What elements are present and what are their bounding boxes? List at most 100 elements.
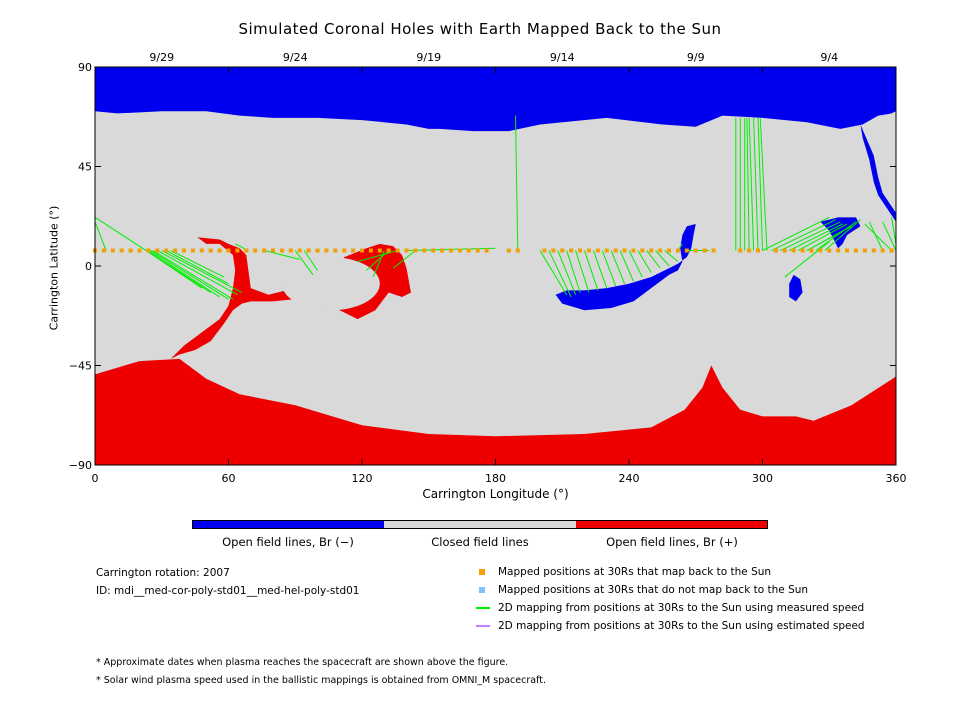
mapped-position-60	[658, 248, 663, 253]
mapped-position-83	[889, 248, 894, 253]
north-polar-coronal-hole	[95, 67, 896, 132]
mapped-position-41	[457, 248, 462, 253]
mapped-position-66	[711, 248, 716, 253]
mapped-position-54	[604, 248, 609, 253]
mapped-position-73	[800, 248, 805, 253]
field-line-mapping-49	[780, 221, 841, 251]
mapped-position-32	[377, 248, 382, 253]
field-line-mapping-22	[539, 250, 568, 296]
mapped-position-42	[466, 248, 471, 253]
field-line-mapping-23	[548, 250, 572, 298]
field-line-mapping-56	[784, 241, 830, 278]
colorbar-segment-negative	[193, 521, 385, 528]
colorbar	[192, 520, 768, 529]
mapped-position-17	[244, 248, 249, 253]
mapped-position-71	[782, 248, 787, 253]
y-tick-label-3: −45	[69, 360, 92, 373]
mapped-position-7	[155, 248, 160, 253]
mapped-position-82	[880, 248, 885, 253]
field-line-mapping-27	[584, 250, 599, 291]
field-line-mapping-14	[303, 250, 318, 271]
mapped-position-44	[484, 248, 489, 253]
negative-low-latitude-hole	[555, 223, 696, 311]
mapped-position-55	[613, 248, 618, 253]
mapped-position-20	[271, 248, 275, 253]
mapped-position-39	[440, 248, 445, 253]
mapped-position-40	[449, 248, 453, 253]
mapped-position-51	[578, 248, 583, 253]
field-line-mapping-35	[655, 250, 670, 267]
date-tick-label-0: 9/29	[149, 51, 174, 64]
mapped-position-36	[413, 248, 418, 253]
mapped-position-25	[315, 248, 320, 253]
field-line-mapping-29	[601, 250, 617, 287]
mapped-position-4	[128, 248, 133, 253]
field-line-mapping-9	[161, 250, 243, 293]
mapped-position-76	[827, 248, 832, 253]
legend-marker-measured-speed	[476, 607, 490, 609]
mapped-position-29	[351, 248, 356, 253]
field-line-mapping-30	[610, 250, 626, 284]
mapped-position-53	[595, 248, 600, 253]
x-tick-label-4: 240	[619, 472, 640, 485]
mapped-position-78	[845, 248, 850, 253]
mapped-position-19	[262, 248, 267, 253]
field-line-mapping-34	[646, 250, 661, 269]
field-line-mapping-57	[864, 223, 892, 251]
field-line-mapping-50	[788, 223, 843, 251]
date-tick-label-1: 9/24	[283, 51, 308, 64]
mapped-position-63	[684, 248, 689, 253]
colorbar-label-positive: Open field lines, Br (+)	[606, 535, 738, 549]
field-line-mapping-44	[753, 117, 759, 251]
field-line-mapping-45	[757, 117, 763, 251]
mapped-position-47	[542, 248, 547, 253]
x-tick-label-2: 120	[352, 472, 373, 485]
y-tick-label-2: 0	[85, 260, 92, 273]
colorbar-label-negative: Open field lines, Br (−)	[222, 535, 354, 549]
field-line-mapping-43	[748, 117, 755, 251]
mapped-position-80	[862, 248, 867, 253]
field-line-mapping-53	[815, 221, 857, 251]
mapped-position-2	[110, 248, 115, 253]
field-line-mapping-24	[557, 250, 577, 295]
mapped-position-81	[871, 248, 876, 253]
mapped-position-33	[386, 248, 391, 253]
mapped-position-11	[190, 248, 195, 253]
date-tick-label-4: 9/9	[687, 51, 705, 64]
mapped-position-75	[818, 248, 823, 253]
y-tick-label-1: 45	[78, 161, 92, 174]
field-line-mapping-2	[94, 216, 147, 251]
legend-label-unmapped: Mapped positions at 30Rs that do not map…	[498, 584, 809, 596]
mapped-position-45	[506, 248, 511, 253]
field-line-mapping-11	[170, 250, 225, 278]
colorbar-segment-closed	[384, 521, 576, 528]
negative-small-hole	[789, 274, 803, 302]
mapped-position-69	[756, 248, 761, 253]
colorbar-segment-positive	[575, 521, 767, 528]
x-tick-label-0: 0	[92, 472, 99, 485]
mapped-position-65	[702, 248, 707, 253]
mapped-position-67	[738, 248, 743, 253]
field-line-mapping-25	[566, 250, 581, 293]
mapped-position-15	[226, 248, 231, 253]
legend-label-mapped: Mapped positions at 30Rs that map back t…	[498, 566, 772, 578]
field-line-mapping-20	[392, 250, 416, 269]
field-line-mapping-31	[619, 250, 634, 282]
closed-loop-region	[281, 257, 380, 311]
mapped-position-68	[747, 248, 752, 253]
mapped-position-35	[404, 248, 409, 253]
field-line-mapping-59	[882, 221, 897, 251]
field-line-mapping-55	[806, 225, 852, 251]
legend-marker-mapped	[479, 569, 485, 575]
mapped-position-64	[693, 248, 698, 253]
chart-title: Simulated Coronal Holes with Earth Mappe…	[238, 20, 722, 38]
mapped-position-77	[836, 248, 841, 253]
mapped-position-1	[101, 248, 106, 253]
north-hole-extension	[860, 124, 896, 222]
field-line-mapping-26	[575, 250, 590, 293]
field-line-mapping-18	[357, 250, 398, 263]
mapped-position-70	[773, 248, 778, 253]
date-tick-label-3: 9/14	[550, 51, 575, 64]
mapped-position-26	[324, 248, 329, 253]
